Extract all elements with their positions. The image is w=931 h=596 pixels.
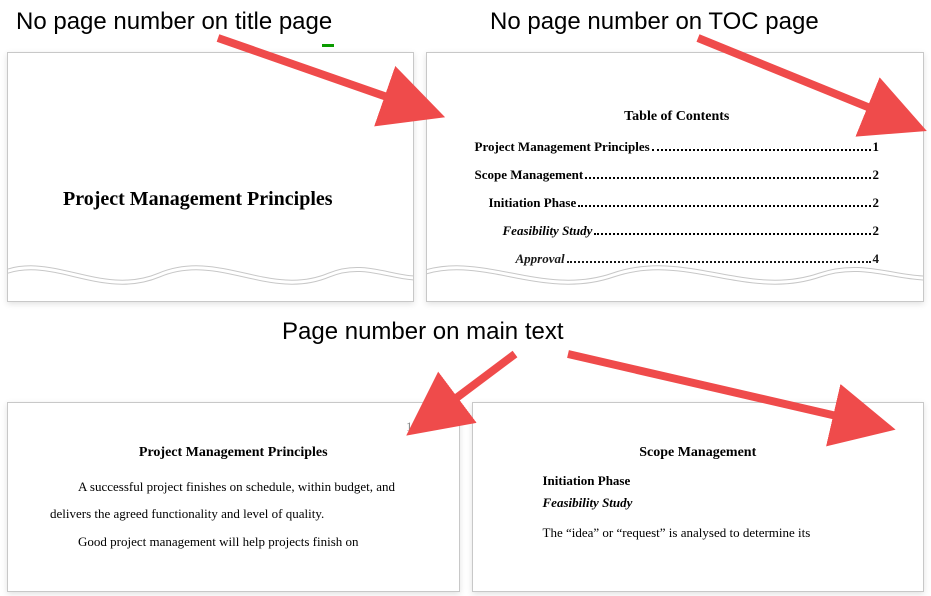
subheading: Initiation Phase [543,473,882,489]
toc-entry: Initiation Phase 2 [475,195,880,211]
toc-entry-label: Project Management Principles [475,139,650,155]
toc-entry-page: 1 [873,139,880,155]
page-title: Project Management Principles [7,52,414,302]
toc-leader-dots [585,177,870,179]
page-row-bottom: 1 Project Management Principles A succes… [7,402,924,592]
annotation-main-text: Page number on main text [282,318,564,346]
toc-entry-label: Scope Management [475,167,584,183]
toc-leader-dots [578,205,870,207]
section-break-mark [322,44,334,47]
toc-entry: Scope Management 2 [475,167,880,183]
toc-leader-dots [567,261,871,263]
page-number: 2 [871,419,878,435]
toc-entry-page: 2 [873,223,880,239]
toc-entry-page: 4 [873,251,880,267]
page-row-top: Project Management Principles Table of C… [7,52,924,302]
content-heading: Project Management Principles [50,445,417,461]
body-paragraph: The “idea” or “request” is analysed to d… [515,519,882,546]
page-content-1: 1 Project Management Principles A succes… [7,402,460,592]
toc-entry-label: Approval [516,251,565,267]
toc-entry-page: 2 [873,167,880,183]
toc-entry: Project Management Principles 1 [475,139,880,155]
toc-entry: Feasibility Study 2 [475,223,880,239]
toc-entry-label: Initiation Phase [489,195,577,211]
toc-leader-dots [652,149,871,151]
body-paragraph: Good project management will help projec… [50,528,417,555]
page-toc: Table of Contents Project Management Pri… [426,52,925,302]
page-number: 1 [406,419,413,435]
toc-entry-page: 2 [873,195,880,211]
document-title: Project Management Principles [63,188,333,211]
annotation-toc-page: No page number on TOC page [490,8,819,36]
page-content-2: 2 Scope Management Initiation Phase Feas… [472,402,925,592]
content-heading: Scope Management [515,445,882,461]
toc-heading: Table of Contents [475,109,880,125]
toc-leader-dots [594,233,870,235]
sub-sub-heading: Feasibility Study [543,495,882,511]
annotation-title-page: No page number on title page [16,8,332,36]
toc-entry: xx Approval 4 [475,251,880,267]
torn-edge [7,245,414,302]
body-paragraph: A successful project finishes on schedul… [50,473,417,528]
toc-entry-label: Feasibility Study [503,223,593,239]
